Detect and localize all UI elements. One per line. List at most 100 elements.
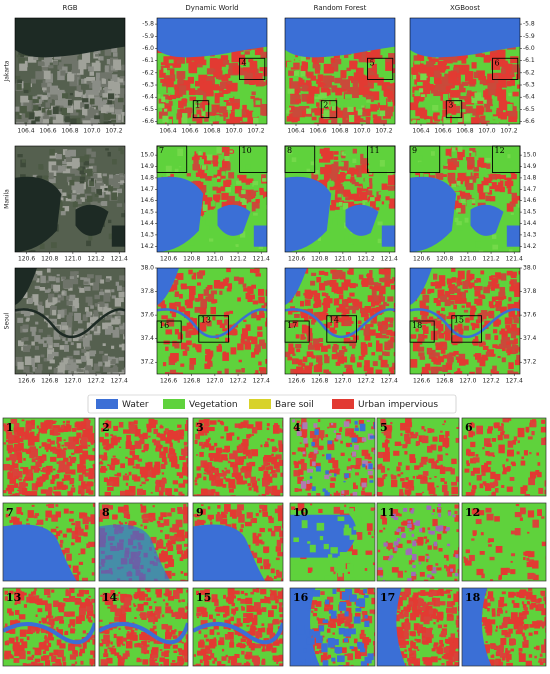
speck xyxy=(103,104,110,112)
speck xyxy=(186,56,192,64)
speck xyxy=(238,174,247,183)
speck xyxy=(474,279,478,283)
speck xyxy=(215,474,221,481)
speck xyxy=(333,185,341,190)
speck xyxy=(362,488,365,491)
speck xyxy=(443,181,448,184)
zoom-box-number: 4 xyxy=(242,58,247,67)
speck xyxy=(354,427,359,432)
speck xyxy=(42,95,49,100)
speck xyxy=(265,317,267,325)
speck xyxy=(63,357,70,366)
speck xyxy=(435,80,444,91)
speck xyxy=(373,301,380,306)
x-tick-label: 126.8 xyxy=(311,378,328,385)
speck xyxy=(378,325,383,332)
speck xyxy=(405,427,411,434)
speck xyxy=(312,438,319,448)
speck xyxy=(380,420,387,426)
speck xyxy=(160,304,167,311)
speck xyxy=(256,346,261,353)
speck xyxy=(227,69,236,75)
speck xyxy=(221,201,228,207)
speck xyxy=(232,65,241,74)
speck xyxy=(178,167,183,173)
speck xyxy=(511,371,519,374)
speck xyxy=(53,284,61,292)
speck xyxy=(322,454,325,457)
speck xyxy=(348,268,354,275)
speck xyxy=(265,466,270,471)
speck xyxy=(250,189,257,197)
speck xyxy=(388,341,394,349)
speck xyxy=(100,468,105,473)
speck xyxy=(364,108,371,117)
speck xyxy=(165,372,170,374)
y-tick-label: 14.5 xyxy=(141,209,155,216)
speck xyxy=(369,270,373,275)
speck xyxy=(77,528,84,536)
speck xyxy=(469,199,476,204)
speck xyxy=(62,484,67,490)
speck xyxy=(210,201,216,207)
speck xyxy=(480,180,486,187)
speck xyxy=(86,80,92,85)
speck xyxy=(451,494,454,496)
speck xyxy=(100,460,103,463)
speck xyxy=(34,368,42,374)
speck xyxy=(492,353,496,357)
speck xyxy=(41,442,47,446)
speck xyxy=(485,333,491,340)
speck xyxy=(212,186,218,191)
speck xyxy=(469,310,475,317)
speck xyxy=(349,444,353,447)
speck xyxy=(155,479,162,486)
speck xyxy=(342,202,349,210)
speck xyxy=(458,359,466,366)
speck xyxy=(83,421,91,430)
speck xyxy=(196,54,205,64)
speck xyxy=(95,275,102,283)
speck xyxy=(83,169,88,174)
speck xyxy=(185,419,188,427)
speck xyxy=(183,479,188,484)
speck xyxy=(123,332,125,337)
speck xyxy=(491,234,497,239)
speck xyxy=(366,274,370,277)
speck xyxy=(113,425,119,432)
speck xyxy=(344,299,352,304)
speck xyxy=(321,302,326,306)
speck xyxy=(354,465,361,470)
speck xyxy=(483,55,491,63)
y-tick-label: -5.8 xyxy=(523,21,535,28)
speck xyxy=(62,338,66,342)
speck xyxy=(323,63,332,74)
speck xyxy=(196,109,202,115)
speck xyxy=(370,91,380,101)
speck xyxy=(349,60,358,70)
speck xyxy=(382,475,386,480)
speck xyxy=(367,470,373,475)
speck xyxy=(472,467,480,474)
speck xyxy=(313,86,320,94)
speck xyxy=(457,323,463,330)
speck xyxy=(332,271,340,279)
speck xyxy=(182,325,189,332)
speck xyxy=(39,460,44,464)
speck xyxy=(399,489,404,494)
speck xyxy=(443,491,449,496)
speck xyxy=(92,80,101,91)
speck xyxy=(240,54,246,60)
speck xyxy=(384,364,389,368)
speck xyxy=(156,447,160,451)
speck xyxy=(513,436,518,441)
speck xyxy=(7,472,13,480)
speck xyxy=(251,427,258,434)
zoom-box-number: 12 xyxy=(495,146,505,155)
speck xyxy=(246,462,252,470)
speck xyxy=(364,492,372,496)
zoom-box-number: 7 xyxy=(159,146,164,155)
x-tick-label: 106.8 xyxy=(456,128,473,135)
speck xyxy=(476,178,482,185)
speck xyxy=(70,358,76,364)
